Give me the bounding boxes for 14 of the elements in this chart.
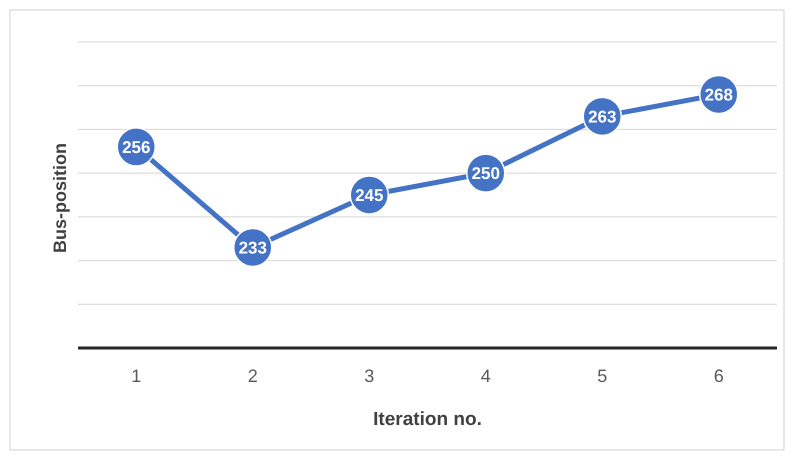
x-tick-label: 6: [714, 366, 724, 386]
x-axis-title: Iteration no.: [373, 409, 482, 430]
data-label: 233: [238, 238, 267, 258]
y-axis-title: Bus-position: [50, 143, 70, 253]
x-tick-label: 2: [248, 366, 258, 386]
data-label: 256: [122, 138, 150, 157]
data-label: 268: [704, 85, 733, 104]
data-label: 250: [472, 164, 500, 184]
x-tick-label: 3: [364, 366, 374, 386]
x-tick-label: 4: [480, 366, 491, 386]
data-label: 245: [355, 186, 384, 205]
x-tick-label: 5: [597, 366, 608, 386]
x-tick-label: 1: [131, 366, 142, 386]
data-label: 263: [588, 107, 616, 126]
